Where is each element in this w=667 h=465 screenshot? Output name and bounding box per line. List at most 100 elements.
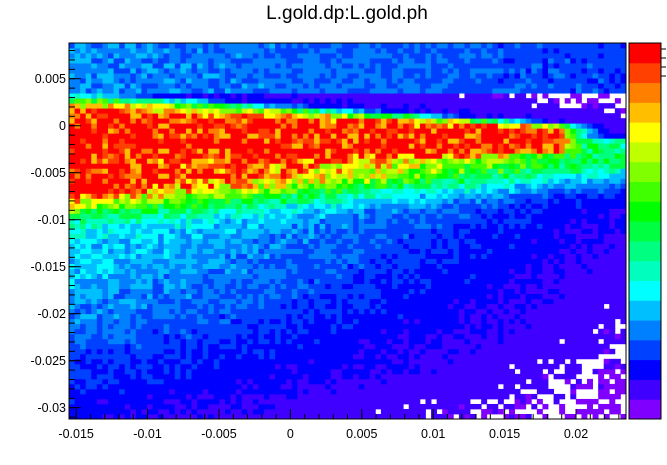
heatmap-cell xyxy=(353,53,360,59)
heatmap-cell xyxy=(358,73,365,79)
heatmap-cell xyxy=(130,258,137,264)
heatmap-cell xyxy=(74,388,81,395)
heatmap-cell xyxy=(302,403,309,410)
heatmap-cell xyxy=(308,343,315,350)
heatmap-cell xyxy=(185,283,192,290)
heatmap-cell xyxy=(124,193,131,199)
heatmap-cell xyxy=(202,203,209,209)
heatmap-cell xyxy=(169,373,176,380)
heatmap-cell xyxy=(124,93,131,99)
heatmap-cell xyxy=(247,303,254,310)
heatmap-cell xyxy=(91,333,98,340)
heatmap-cell xyxy=(336,153,343,159)
heatmap-cell xyxy=(163,298,170,305)
heatmap-cell xyxy=(341,198,348,204)
heatmap-cell xyxy=(174,228,181,234)
heatmap-cell xyxy=(252,358,259,365)
heatmap-cell xyxy=(152,128,159,134)
heatmap-cell xyxy=(314,363,321,370)
heatmap-cell xyxy=(252,323,259,330)
heatmap-cell xyxy=(419,353,426,360)
heatmap-cell xyxy=(91,398,98,405)
heatmap-cell xyxy=(297,53,304,59)
heatmap-cell xyxy=(414,393,421,400)
heatmap-cell xyxy=(397,183,404,189)
heatmap-cell xyxy=(85,123,92,129)
heatmap-cell xyxy=(263,288,270,295)
heatmap-cell xyxy=(341,263,348,269)
heatmap-cell xyxy=(247,218,254,224)
heatmap-cell xyxy=(191,243,198,249)
heatmap-cell xyxy=(291,253,298,259)
heatmap-cell xyxy=(135,263,142,269)
heatmap-cell xyxy=(230,228,237,234)
heatmap-cell xyxy=(197,243,204,249)
heatmap-cell xyxy=(425,68,432,74)
heatmap-cell xyxy=(358,398,365,405)
heatmap-cell xyxy=(80,328,87,335)
heatmap-cell xyxy=(107,123,114,129)
heatmap-cell xyxy=(297,293,304,300)
heatmap-cell xyxy=(319,373,326,380)
heatmap-cell xyxy=(436,283,443,290)
heatmap-cell xyxy=(135,53,142,59)
heatmap-cell xyxy=(152,48,159,54)
heatmap-cell xyxy=(419,168,426,174)
heatmap-cell xyxy=(124,368,131,375)
heatmap-cell xyxy=(408,133,415,139)
heatmap-cell xyxy=(269,108,276,114)
heatmap-cell xyxy=(130,263,137,269)
heatmap-cell xyxy=(113,393,120,400)
heatmap-cell xyxy=(102,58,109,64)
heatmap-cell xyxy=(380,273,387,280)
heatmap-cell xyxy=(241,143,248,149)
heatmap-cell xyxy=(275,228,282,234)
heatmap-cell xyxy=(80,213,87,219)
heatmap-cell xyxy=(124,208,131,214)
heatmap-cell xyxy=(69,403,75,410)
heatmap-cell xyxy=(141,283,148,290)
heatmap-cell xyxy=(185,93,192,99)
heatmap-cell xyxy=(308,118,315,124)
heatmap-cell xyxy=(314,343,321,350)
heatmap-cell xyxy=(197,103,204,109)
heatmap-cell xyxy=(91,388,98,395)
heatmap-cell xyxy=(308,268,315,275)
heatmap-cell xyxy=(269,153,276,159)
heatmap-cell xyxy=(297,193,304,199)
heatmap-cell xyxy=(224,318,231,325)
heatmap-cell xyxy=(113,133,120,139)
heatmap-cell xyxy=(403,303,410,310)
heatmap-cell xyxy=(275,258,282,264)
heatmap-cell xyxy=(403,283,410,290)
heatmap-cell xyxy=(258,248,265,254)
heatmap-cell xyxy=(325,243,332,249)
heatmap-cell xyxy=(107,318,114,325)
heatmap-cell xyxy=(158,358,165,365)
heatmap-cell xyxy=(174,93,181,99)
heatmap-cell xyxy=(152,78,159,84)
heatmap-cell xyxy=(252,413,259,420)
heatmap-cell xyxy=(208,213,215,219)
heatmap-cell xyxy=(408,283,415,290)
heatmap-cell xyxy=(386,48,393,54)
heatmap-cell xyxy=(96,298,103,305)
heatmap-cell xyxy=(119,43,126,49)
heatmap-cell xyxy=(96,123,103,129)
heatmap-cell xyxy=(325,248,332,254)
heatmap-cell xyxy=(325,233,332,239)
heatmap-cell xyxy=(358,258,365,264)
heatmap-cell xyxy=(174,253,181,259)
heatmap-cell xyxy=(80,323,87,330)
heatmap-cell xyxy=(347,308,354,315)
heatmap-cell xyxy=(69,163,75,169)
heatmap-cell xyxy=(341,58,348,64)
heatmap-cell xyxy=(141,93,148,99)
heatmap-cell xyxy=(380,203,387,209)
heatmap-cell xyxy=(158,53,165,59)
heatmap-cell xyxy=(202,148,209,154)
heatmap-cell xyxy=(80,103,87,109)
heatmap-cell xyxy=(197,313,204,320)
heatmap-cell xyxy=(113,73,120,79)
heatmap-cell xyxy=(386,248,393,254)
